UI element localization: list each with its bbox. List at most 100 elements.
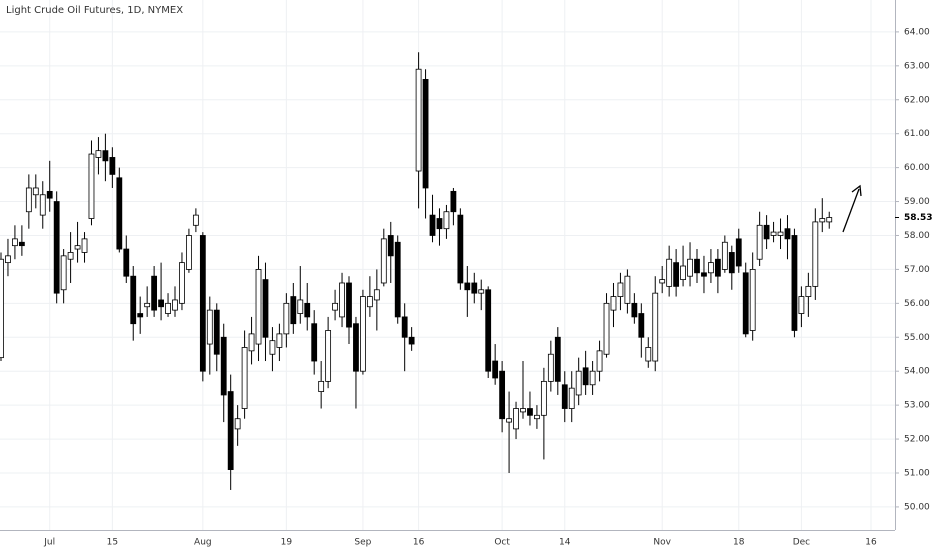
y-tick-label: 58.00 bbox=[904, 231, 930, 241]
candle-body bbox=[172, 299, 178, 311]
candle-body bbox=[554, 336, 561, 382]
candle-body bbox=[527, 408, 533, 416]
candle-body bbox=[784, 228, 791, 240]
y-tick-label: 54.00 bbox=[904, 367, 930, 377]
candle-body bbox=[248, 333, 255, 352]
candle-body bbox=[540, 380, 547, 416]
candle-body bbox=[450, 190, 457, 213]
candle-body bbox=[102, 150, 109, 162]
candle-body bbox=[67, 252, 74, 260]
candle-body bbox=[652, 292, 659, 362]
x-tick-label: Oct bbox=[494, 538, 510, 548]
candle-body bbox=[18, 241, 25, 247]
candle-body bbox=[687, 258, 693, 277]
x-tick-label: Aug bbox=[194, 538, 212, 548]
y-tick-label: 62.00 bbox=[904, 95, 930, 105]
y-tick-label: 53.00 bbox=[904, 401, 930, 411]
candle-body bbox=[610, 296, 617, 311]
candle-body bbox=[199, 235, 206, 372]
y-tick-label: 64.00 bbox=[904, 27, 930, 37]
candle-body bbox=[422, 78, 429, 189]
candle-body bbox=[589, 370, 596, 386]
candle-body bbox=[318, 380, 325, 392]
candle-body bbox=[25, 187, 32, 213]
candle-body bbox=[701, 272, 707, 277]
candle-body bbox=[457, 214, 464, 284]
candle-body bbox=[666, 258, 673, 287]
arrow-head bbox=[851, 184, 862, 197]
candle-body bbox=[241, 347, 248, 409]
candle-body bbox=[443, 211, 450, 230]
candle-body bbox=[429, 214, 436, 236]
candle-body bbox=[721, 241, 728, 270]
candle-body bbox=[805, 285, 812, 297]
candle-body bbox=[534, 414, 540, 420]
candle-body bbox=[353, 323, 359, 372]
candle-body bbox=[380, 238, 387, 284]
x-tick-label: 14 bbox=[559, 538, 571, 548]
x-tick-label: Nov bbox=[653, 538, 671, 548]
y-tick-label: 57.00 bbox=[904, 265, 930, 275]
candle-body bbox=[742, 272, 749, 335]
candle-body bbox=[109, 157, 116, 175]
candle-body bbox=[645, 347, 652, 362]
candle-body bbox=[728, 252, 735, 274]
candle-body bbox=[714, 258, 721, 277]
candle-body bbox=[708, 262, 714, 274]
y-tick-label: 50.00 bbox=[904, 502, 930, 512]
candle-body bbox=[568, 387, 575, 409]
candle-body bbox=[213, 309, 220, 355]
candle-body bbox=[144, 302, 151, 308]
candle-body bbox=[791, 235, 798, 331]
candle-body bbox=[819, 218, 826, 223]
candle-body bbox=[659, 279, 666, 284]
candle-body bbox=[506, 418, 512, 423]
candle-body bbox=[81, 238, 88, 253]
candle-body bbox=[415, 68, 422, 172]
candle-body bbox=[680, 265, 686, 280]
candle-body bbox=[137, 313, 144, 318]
candle-body bbox=[401, 316, 408, 338]
candle-body bbox=[325, 330, 332, 382]
x-tick-label: Dec bbox=[793, 538, 810, 548]
candle-body bbox=[74, 245, 81, 250]
x-tick-label: Jul bbox=[43, 538, 55, 548]
candle-body bbox=[60, 255, 67, 291]
candle-body bbox=[165, 302, 171, 314]
candle-body bbox=[220, 336, 227, 396]
candle-body bbox=[332, 302, 338, 311]
candle-body bbox=[561, 384, 568, 409]
y-tick-label: 60.00 bbox=[904, 163, 930, 173]
candle-body bbox=[387, 235, 394, 257]
candle-body bbox=[283, 302, 290, 335]
candle-body bbox=[39, 194, 46, 216]
chart-title: Light Crude Oil Futures, 1D, NYMEX bbox=[6, 5, 183, 16]
candle-body bbox=[603, 302, 610, 355]
y-tick-label: 61.00 bbox=[904, 129, 930, 139]
candle-body bbox=[116, 177, 123, 250]
candle-body bbox=[631, 302, 638, 318]
x-tick-label: 15 bbox=[107, 538, 118, 548]
x-tick-label: 19 bbox=[281, 538, 293, 548]
candle-body bbox=[826, 217, 833, 223]
candle-body bbox=[492, 360, 499, 379]
candle-body bbox=[227, 391, 234, 471]
grid bbox=[0, 0, 895, 530]
candle-body bbox=[339, 282, 345, 318]
candle-body bbox=[520, 408, 526, 413]
candle-body bbox=[123, 248, 130, 277]
candle-body bbox=[311, 323, 318, 362]
x-tick-label: Sep bbox=[354, 538, 371, 548]
candle-body bbox=[812, 221, 819, 287]
candle-body bbox=[638, 313, 645, 338]
candle-body bbox=[0, 258, 4, 359]
candle-body bbox=[763, 224, 770, 240]
candle-body bbox=[373, 289, 380, 301]
candle-body bbox=[485, 289, 492, 372]
x-tick-label: 18 bbox=[733, 538, 745, 548]
annotation-arrow bbox=[842, 184, 862, 233]
candle-body bbox=[269, 340, 276, 355]
candle-body bbox=[471, 282, 478, 294]
candle-body bbox=[46, 190, 53, 199]
